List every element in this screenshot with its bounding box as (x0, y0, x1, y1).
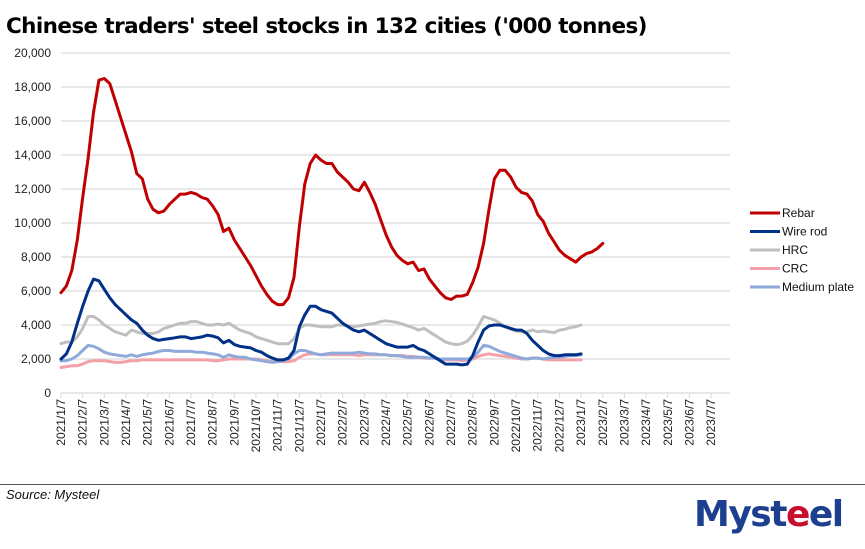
x-tick-label: 2022/10/7 (509, 399, 523, 453)
series-line-hrc (59, 315, 583, 347)
x-tick-label: 2022/8/7 (466, 399, 480, 446)
source-note: Source: Mysteel (6, 487, 100, 502)
gridlines (61, 52, 730, 394)
series-line-rebar (59, 77, 605, 307)
x-tick-label: 2022/3/7 (357, 399, 371, 446)
x-tick-label: 2022/11/7 (531, 399, 545, 452)
line-chart: 0 2,000 4,000 6,000 8,000 10,000 12,000 14,000 1… (14, 46, 854, 452)
y-tick-label: 4,000 (21, 318, 51, 332)
x-tick-label: 2023/4/7 (639, 399, 653, 446)
legend-label: CRC (782, 262, 808, 276)
x-tick-label: 2022/7/7 (444, 399, 458, 446)
x-tick-label: 2023/7/7 (704, 399, 718, 446)
x-tick-label: 2021/5/7 (141, 399, 155, 446)
x-tick-label: 2023/5/7 (661, 399, 675, 446)
x-tick-label: 2022/5/7 (401, 399, 415, 446)
x-tick-label: 2021/2/7 (76, 399, 90, 446)
x-tick-label: 2022/12/7 (552, 399, 566, 453)
legend-label: Rebar (782, 206, 815, 220)
legend-label: Wire rod (782, 225, 827, 239)
x-tick-label: 2021/7/7 (184, 399, 198, 446)
x-tick-label: 2021/8/7 (206, 399, 220, 446)
x-tick-label: 2022/6/7 (422, 399, 436, 446)
y-tick-label: 14,000 (14, 148, 51, 162)
x-tick-label: 2023/2/7 (596, 399, 610, 446)
y-tick-label: 20,000 (14, 46, 51, 60)
x-tick-label: 2021/9/7 (227, 399, 241, 446)
x-tick-label: 2022/2/7 (336, 399, 350, 446)
y-tick-label: 0 (44, 386, 51, 400)
x-tick-label: 2021/3/7 (97, 399, 111, 446)
y-tick-label: 10,000 (14, 216, 51, 230)
chart-title: Chinese traders' steel stocks in 132 cit… (6, 14, 647, 39)
y-tick-label: 12,000 (14, 182, 51, 196)
x-tick-label: 2023/1/7 (574, 399, 588, 446)
y-tick-label: 8,000 (21, 250, 51, 264)
legend: Rebar Wire rod HRC CRC Medium plate (750, 206, 854, 294)
x-tick-label: 2023/6/7 (682, 399, 696, 446)
legend-label: Medium plate (782, 280, 854, 294)
mysteel-logo: Mysteel (694, 494, 844, 535)
footer-divider (0, 484, 865, 485)
series-line-wire-rod (59, 277, 583, 367)
y-tick-label: 16,000 (14, 114, 51, 128)
x-tick-label: 2022/9/7 (487, 399, 501, 446)
x-tick-label: 2021/11/7 (271, 399, 285, 452)
x-tick-label: 2022/1/7 (314, 399, 328, 446)
series-lines (59, 77, 605, 369)
x-tick-label: 2021/6/7 (162, 399, 176, 446)
series-line-medium-plate (59, 343, 583, 364)
y-tick-label: 2,000 (21, 352, 51, 366)
x-tick-label: 2021/4/7 (119, 399, 133, 446)
legend-label: HRC (782, 243, 808, 257)
x-axis: 2021/1/7 2021/2/7 2021/3/7 2021/4/7 2021/5/7… (54, 393, 718, 452)
y-tick-label: 6,000 (21, 284, 51, 298)
x-tick-label: 2021/1/7 (54, 399, 68, 446)
y-tick-label: 18,000 (14, 80, 51, 94)
x-tick-label: 2023/3/7 (617, 399, 631, 446)
x-tick-label: 2021/10/7 (249, 399, 263, 453)
x-tick-label: 2022/4/7 (379, 399, 393, 446)
y-axis: 0 2,000 4,000 6,000 8,000 10,000 12,000 14,000 1… (14, 46, 51, 400)
x-tick-label: 2021/12/7 (292, 399, 306, 453)
